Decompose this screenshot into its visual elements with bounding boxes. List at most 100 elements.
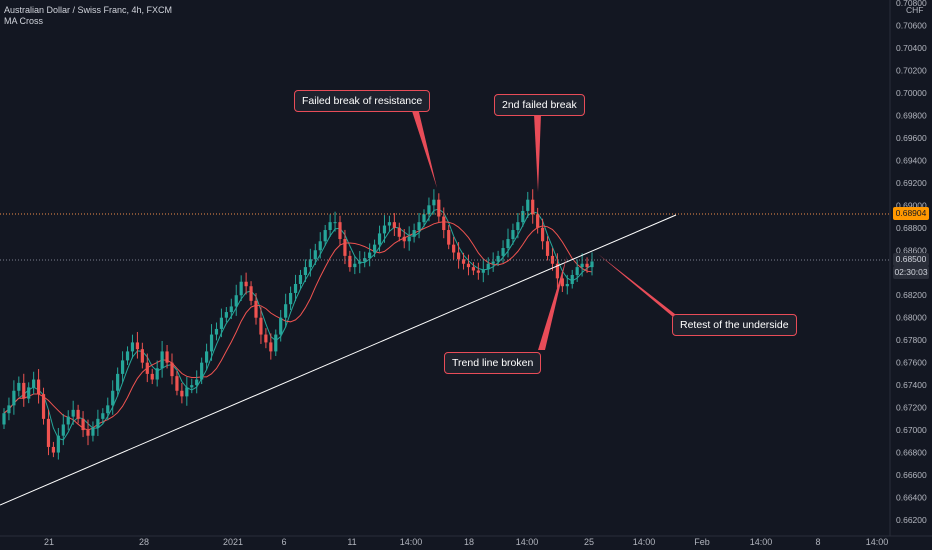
price-tick-label: 0.67200	[896, 403, 927, 413]
price-tick-label: 0.68000	[896, 313, 927, 323]
time-tick-label: 6	[281, 537, 286, 547]
candle-body	[111, 390, 115, 406]
candle-body	[590, 261, 594, 268]
candle-body	[308, 259, 312, 268]
candle-body	[323, 230, 327, 242]
candle-body	[170, 362, 174, 377]
price-tick-label: 0.69200	[896, 178, 927, 188]
candle-body	[106, 405, 110, 414]
price-tick-label: 0.68200	[896, 290, 927, 300]
candle-body	[249, 286, 253, 301]
candle-body	[101, 413, 105, 419]
callout-failed-break[interactable]: Failed break of resistance	[294, 90, 431, 112]
candle-body	[7, 405, 11, 414]
time-tick-label: 14:00	[633, 537, 656, 547]
candle-body	[130, 342, 135, 352]
candle-body	[12, 390, 16, 406]
candles	[2, 189, 594, 460]
candle-body	[86, 430, 90, 436]
candle-body	[96, 418, 100, 428]
candle-body	[313, 250, 317, 260]
candle-body	[343, 239, 347, 256]
price-tick-label: 0.66600	[896, 470, 927, 480]
candle-body	[338, 222, 342, 240]
price-tick-label: 0.70600	[896, 20, 927, 30]
price-axis-ticks: 0.70800 0.70600 0.70400 0.70200 0.70000 0.698…	[896, 0, 927, 525]
candle-body	[531, 199, 535, 215]
candle-body	[456, 252, 461, 260]
callout-retest[interactable]: Retest of the underside	[672, 314, 797, 336]
candle-body	[135, 342, 140, 350]
price-tick-label: 0.66400	[896, 493, 927, 503]
candle-body	[516, 222, 520, 231]
candle-body	[17, 382, 21, 391]
candle-body	[570, 274, 574, 284]
candle-body	[536, 214, 540, 228]
time-axis-ticks: 21 28 2021 6 11 14:00 18 14:00 25 14:00 Feb 14:00 8 1…	[44, 537, 888, 547]
candle-body	[368, 252, 372, 259]
callout-trend-broken[interactable]: Trend line broken	[444, 352, 542, 374]
candle-body	[382, 225, 387, 234]
candle-body	[269, 342, 273, 352]
price-tick-label: 0.67800	[896, 335, 927, 345]
resistance-price-tag: 0.68904	[893, 207, 929, 220]
candle-body	[328, 222, 332, 231]
candle-body	[125, 351, 130, 361]
candle-body	[560, 278, 564, 287]
ma-slow-line	[3, 221, 593, 431]
candle-body	[180, 390, 184, 397]
price-tick-label: 0.67000	[896, 425, 927, 435]
trend-line[interactable]	[0, 214, 677, 506]
candle-body	[224, 312, 228, 318]
time-tick-label: 18	[464, 537, 474, 547]
countdown-tag: 02:30:03	[893, 266, 929, 279]
candle-body	[466, 263, 471, 268]
price-tick-label: 0.66200	[896, 515, 927, 525]
candle-body	[432, 199, 436, 206]
indicator-label: MA Cross	[4, 16, 44, 26]
candle-body	[32, 379, 36, 388]
candle-body	[120, 360, 125, 374]
candle-body	[229, 306, 233, 313]
candle-body	[303, 267, 308, 275]
candle-body	[392, 222, 396, 228]
candle-body	[219, 317, 224, 329]
candle-body	[491, 261, 495, 264]
price-tick-label: 0.70800	[896, 0, 927, 8]
candle-body	[427, 205, 431, 215]
chart-legend: Australian Dollar / Swiss Franc, 4h, FXC…	[4, 5, 172, 27]
candle-body	[521, 210, 525, 223]
candle-body	[160, 351, 164, 369]
candle-body	[545, 241, 550, 256]
candle-body	[145, 362, 149, 374]
candle-body	[284, 304, 288, 318]
candle-body	[397, 227, 401, 237]
candle-body	[140, 349, 144, 363]
candle-body	[565, 283, 569, 287]
callout-second-failed[interactable]: 2nd failed break	[494, 94, 585, 116]
price-tick-label: 0.70400	[896, 43, 927, 53]
candle-body	[175, 376, 179, 391]
callout-pointers	[411, 108, 680, 350]
time-tick-label: 25	[584, 537, 594, 547]
candle-body	[36, 379, 41, 395]
candle-body	[298, 274, 303, 284]
candle-body	[363, 258, 367, 262]
candle-body	[377, 233, 382, 245]
candle-body	[486, 263, 490, 270]
time-tick-label: 28	[139, 537, 149, 547]
price-tick-label: 0.67600	[896, 358, 927, 368]
candle-body	[407, 236, 411, 242]
candle-body	[204, 351, 209, 363]
candle-body	[91, 427, 95, 436]
candle-body	[402, 236, 406, 242]
time-tick-label: 8	[815, 537, 820, 547]
candle-body	[259, 317, 263, 335]
candle-body	[293, 283, 298, 293]
candle-body	[452, 244, 456, 253]
candle-body	[580, 263, 584, 268]
candle-body	[476, 270, 480, 273]
candle-body	[471, 267, 476, 271]
